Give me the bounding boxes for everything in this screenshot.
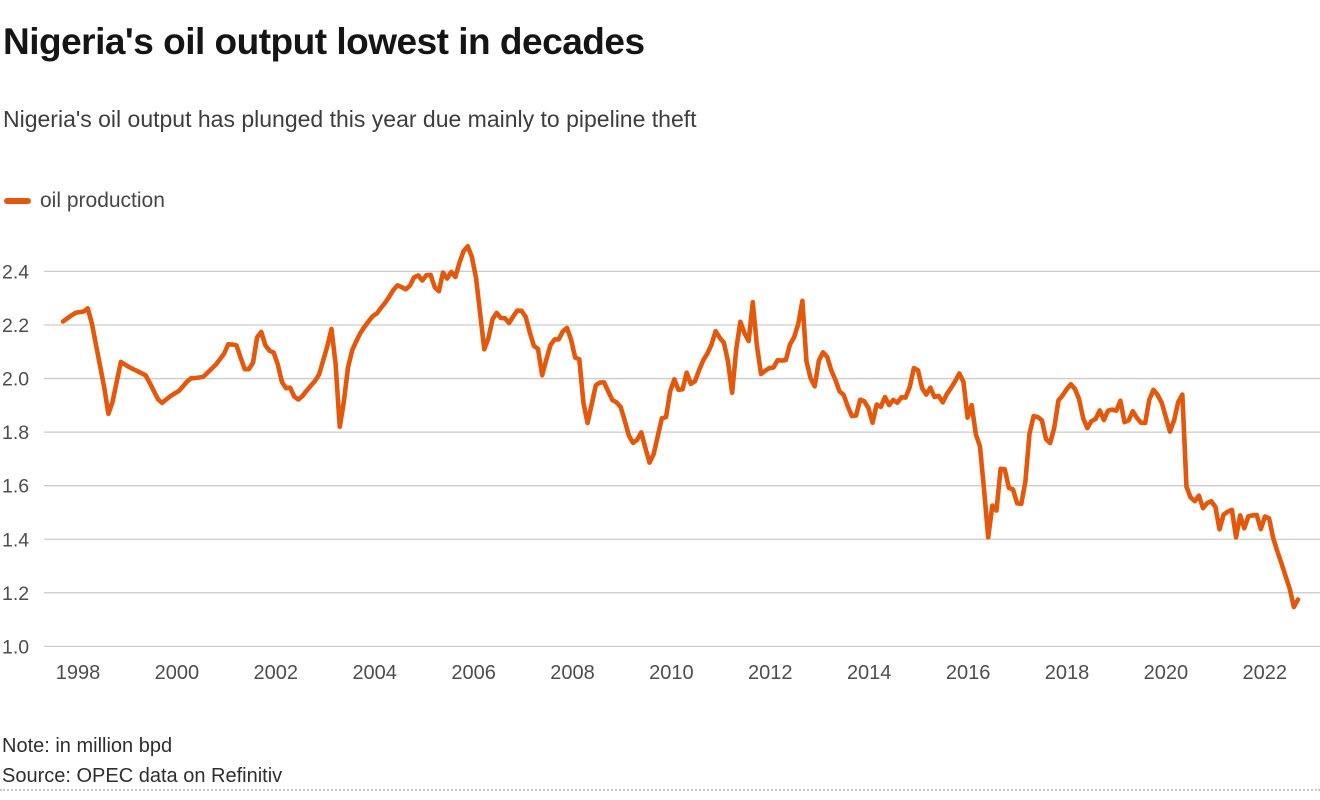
- oil-production-line: [60, 243, 1301, 610]
- x-tick-label: 2012: [748, 662, 793, 684]
- legend-swatch-oil-production: [4, 198, 31, 204]
- x-tick-label: 2014: [847, 662, 892, 684]
- x-tick-label: 2002: [254, 662, 299, 684]
- chart-title: Nigeria's oil output lowest in decades: [3, 21, 645, 62]
- y-tick-label: 1.2: [2, 583, 29, 605]
- x-tick-label: 2004: [352, 662, 397, 684]
- x-tick-label: 2016: [946, 662, 991, 684]
- y-tick-label: 2.0: [2, 369, 29, 391]
- x-tick-label: 1998: [56, 662, 101, 684]
- y-tick-label: 2.2: [2, 315, 29, 337]
- legend: oil production: [4, 189, 165, 213]
- chart-subtitle: Nigeria's oil output has plunged this ye…: [3, 106, 697, 132]
- x-tick-label: 2006: [451, 662, 496, 684]
- x-tick-label: 2018: [1045, 662, 1090, 684]
- chart-note: Note: in million bpd: [2, 735, 173, 757]
- x-tick-label: 2000: [155, 662, 200, 684]
- x-tick-label: 2022: [1243, 662, 1288, 684]
- y-tick-label: 1.8: [2, 422, 29, 444]
- bottom-dotted-rule: [0, 789, 1320, 791]
- x-tick-label: 2020: [1144, 662, 1189, 684]
- x-tick-label: 2008: [550, 662, 595, 684]
- legend-label-oil-production: oil production: [40, 189, 165, 212]
- y-tick-label: 1.6: [2, 476, 29, 498]
- chart-source: Source: OPEC data on Refinitiv: [2, 765, 283, 787]
- x-tick-label: 2010: [649, 662, 694, 684]
- y-tick-label: 1.0: [2, 636, 29, 658]
- y-tick-label: 1.4: [2, 529, 29, 551]
- y-tick-label: 2.4: [2, 261, 29, 283]
